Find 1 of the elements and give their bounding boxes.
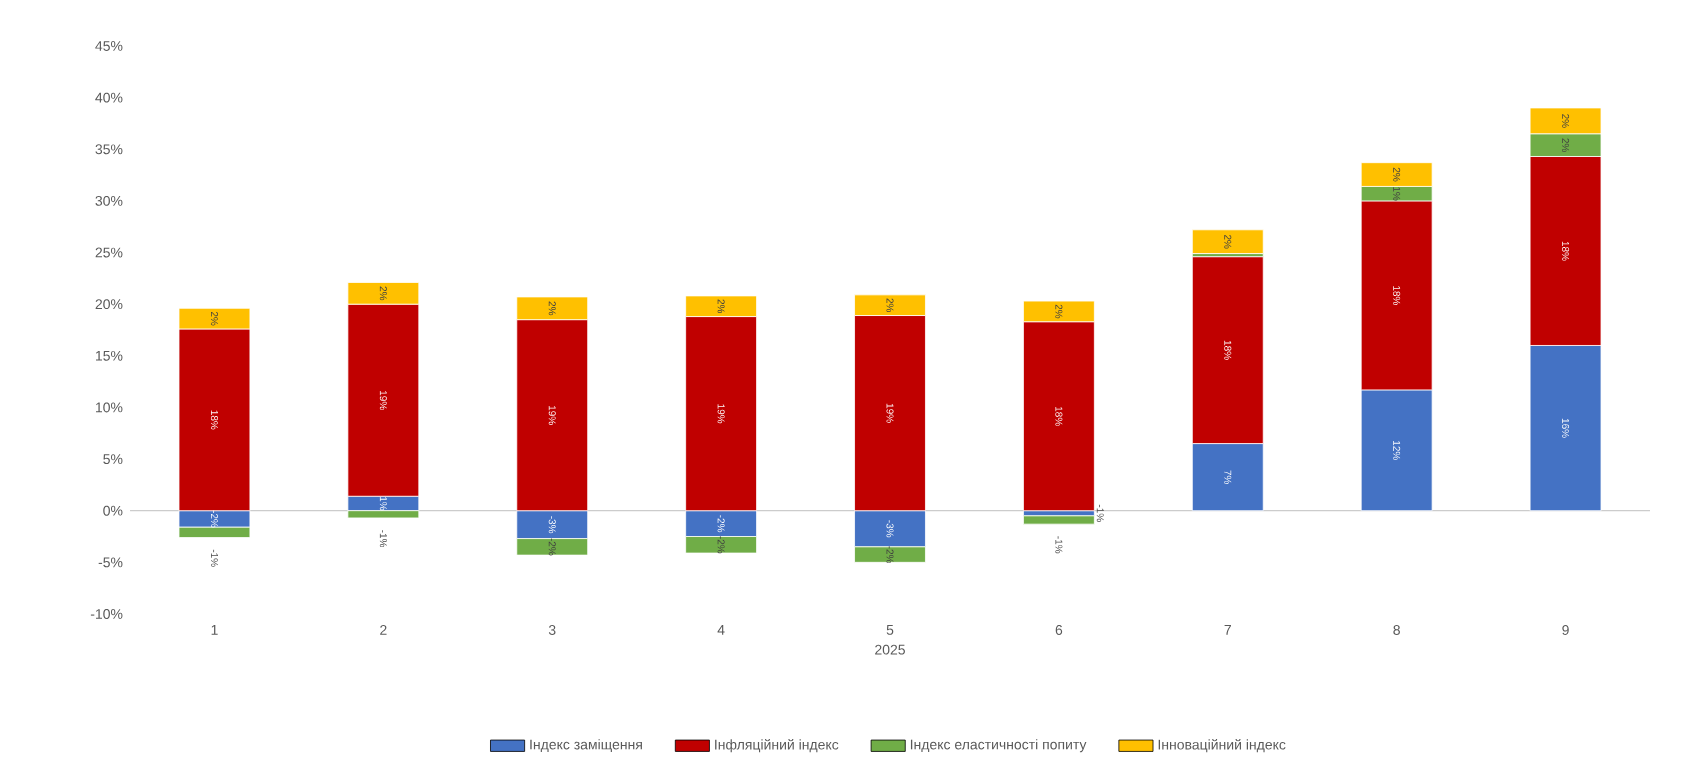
bar <box>1023 515 1095 525</box>
